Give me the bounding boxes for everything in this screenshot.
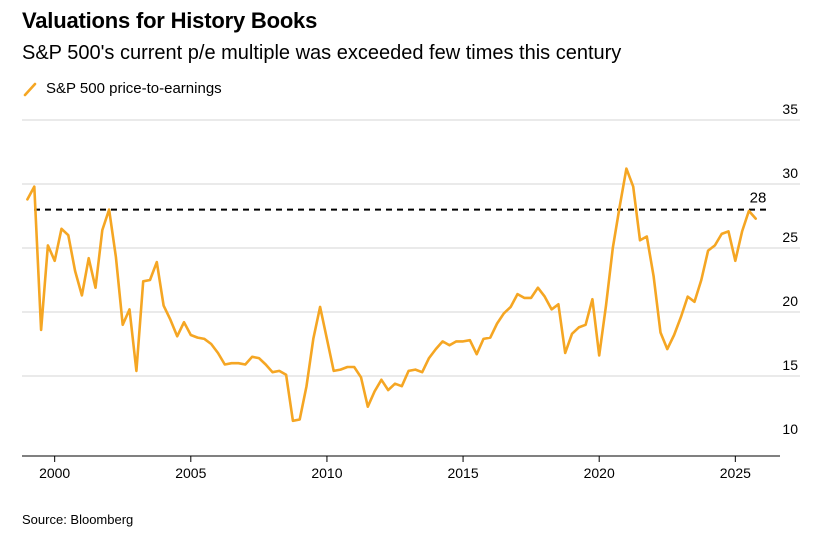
x-tick-label-2020: 2020 [584,465,615,481]
y-tick-label-10: 10 [782,421,798,437]
y-tick-label-35: 35 [782,101,798,117]
y-tick-label-20: 20 [782,293,798,309]
x-tick-label-2015: 2015 [447,465,478,481]
y-tick-label-30: 30 [782,165,798,181]
x-tick-label-2000: 2000 [39,465,70,481]
chart-subtitle: S&P 500's current p/e multiple was excee… [22,42,622,64]
x-tick-label-2025: 2025 [720,465,751,481]
legend-label: S&P 500 price-to-earnings [46,80,222,97]
x-tick-label-2005: 2005 [175,465,206,481]
y-tick-label-15: 15 [782,357,798,373]
y-tick-label-25: 25 [782,229,798,245]
x-tick-label-2010: 2010 [311,465,342,481]
legend-line-icon [23,82,37,96]
legend: S&P 500 price-to-earnings [22,80,222,97]
series-line-0 [26,167,757,423]
chart-title: Valuations for History Books [22,8,318,33]
source-note: Source: Bloomberg [22,512,134,527]
reference-line-label: 28 [750,190,767,207]
